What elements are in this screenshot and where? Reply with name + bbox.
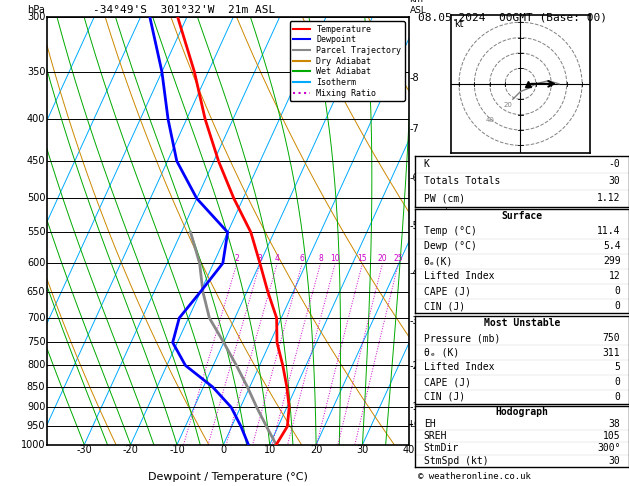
Text: 3: 3 <box>258 254 262 263</box>
Text: Mixing Ratio (g/kg): Mixing Ratio (g/kg) <box>438 185 448 277</box>
Text: -10: -10 <box>169 445 185 455</box>
Text: -4: -4 <box>409 268 419 278</box>
Text: 20: 20 <box>504 102 513 108</box>
Text: 38: 38 <box>609 419 620 429</box>
Legend: Temperature, Dewpoint, Parcel Trajectory, Dry Adiabat, Wet Adiabat, Isotherm, Mi: Temperature, Dewpoint, Parcel Trajectory… <box>290 21 404 101</box>
Text: StmDir: StmDir <box>424 444 459 453</box>
Text: Lifted Index: Lifted Index <box>424 271 494 281</box>
Text: 311: 311 <box>603 348 620 358</box>
Text: 4: 4 <box>275 254 280 263</box>
Text: Dewp (°C): Dewp (°C) <box>424 241 477 251</box>
Text: 20: 20 <box>378 254 387 263</box>
Text: 400: 400 <box>27 114 45 124</box>
Text: 500: 500 <box>27 193 45 204</box>
Text: Pressure (mb): Pressure (mb) <box>424 333 500 343</box>
Text: CIN (J): CIN (J) <box>424 301 465 311</box>
Text: 15: 15 <box>358 254 367 263</box>
Text: kt: kt <box>454 19 464 29</box>
Text: 0: 0 <box>615 392 620 402</box>
Text: -7: -7 <box>409 124 420 134</box>
Text: 0: 0 <box>615 286 620 296</box>
Text: -20: -20 <box>123 445 138 455</box>
Text: 8: 8 <box>318 254 323 263</box>
Text: 600: 600 <box>27 258 45 268</box>
Text: 950: 950 <box>27 421 45 432</box>
Text: 800: 800 <box>27 361 45 370</box>
Text: 10: 10 <box>264 445 276 455</box>
Text: 30: 30 <box>609 455 620 466</box>
Text: LCL: LCL <box>409 420 426 429</box>
Text: K: K <box>424 159 430 169</box>
Text: 900: 900 <box>27 402 45 412</box>
Text: 20: 20 <box>310 445 322 455</box>
Text: 105: 105 <box>603 432 620 441</box>
Text: 10: 10 <box>330 254 340 263</box>
Text: 08.05.2024  00GMT (Base: 00): 08.05.2024 00GMT (Base: 00) <box>418 12 607 22</box>
Text: 0: 0 <box>220 445 226 455</box>
Text: Surface: Surface <box>501 211 543 222</box>
Text: -34°49'S  301°32'W  21m ASL: -34°49'S 301°32'W 21m ASL <box>94 5 276 15</box>
Text: -5: -5 <box>409 221 420 231</box>
Text: 550: 550 <box>27 227 45 237</box>
Text: StmSpd (kt): StmSpd (kt) <box>424 455 488 466</box>
Text: θₑ (K): θₑ (K) <box>424 348 459 358</box>
Text: CIN (J): CIN (J) <box>424 392 465 402</box>
Text: CAPE (J): CAPE (J) <box>424 377 470 387</box>
Text: 750: 750 <box>27 337 45 347</box>
Text: SREH: SREH <box>424 432 447 441</box>
Text: © weatheronline.co.uk: © weatheronline.co.uk <box>418 472 531 481</box>
Text: -0: -0 <box>609 159 620 169</box>
Text: 25: 25 <box>394 254 403 263</box>
Text: 11.4: 11.4 <box>597 226 620 236</box>
Text: 12: 12 <box>609 271 620 281</box>
Text: 40: 40 <box>486 117 494 123</box>
Text: hPa: hPa <box>28 5 45 15</box>
Text: 5.4: 5.4 <box>603 241 620 251</box>
Text: 1000: 1000 <box>21 440 45 450</box>
Text: 1.12: 1.12 <box>597 193 620 203</box>
Text: -30: -30 <box>76 445 92 455</box>
Text: 300: 300 <box>27 12 45 22</box>
Text: 850: 850 <box>27 382 45 392</box>
Text: 750: 750 <box>603 333 620 343</box>
Text: Totals Totals: Totals Totals <box>424 176 500 186</box>
Text: 30: 30 <box>357 445 369 455</box>
Text: PW (cm): PW (cm) <box>424 193 465 203</box>
Text: θₑ(K): θₑ(K) <box>424 256 453 266</box>
Text: Hodograph: Hodograph <box>496 407 548 417</box>
Text: -6: -6 <box>409 173 419 183</box>
Text: -1: -1 <box>409 402 419 412</box>
Text: Most Unstable: Most Unstable <box>484 318 560 328</box>
Text: CAPE (J): CAPE (J) <box>424 286 470 296</box>
Text: 650: 650 <box>27 287 45 296</box>
Text: -2: -2 <box>409 361 420 371</box>
Text: Lifted Index: Lifted Index <box>424 363 494 372</box>
Text: 6: 6 <box>300 254 304 263</box>
Text: 5: 5 <box>615 363 620 372</box>
Text: -3: -3 <box>409 315 419 326</box>
Text: Temp (°C): Temp (°C) <box>424 226 477 236</box>
Text: 30: 30 <box>609 176 620 186</box>
Text: 40: 40 <box>403 445 415 455</box>
Text: 350: 350 <box>27 67 45 77</box>
Text: 0: 0 <box>615 377 620 387</box>
Text: 299: 299 <box>603 256 620 266</box>
Text: km
ASL: km ASL <box>409 0 426 15</box>
Text: 700: 700 <box>27 313 45 323</box>
Text: 300°: 300° <box>597 444 620 453</box>
Text: Dewpoint / Temperature (°C): Dewpoint / Temperature (°C) <box>148 472 308 483</box>
Text: EH: EH <box>424 419 435 429</box>
Text: 450: 450 <box>27 156 45 166</box>
Text: 0: 0 <box>615 301 620 311</box>
Text: 2: 2 <box>235 254 239 263</box>
Text: -8: -8 <box>409 73 419 83</box>
